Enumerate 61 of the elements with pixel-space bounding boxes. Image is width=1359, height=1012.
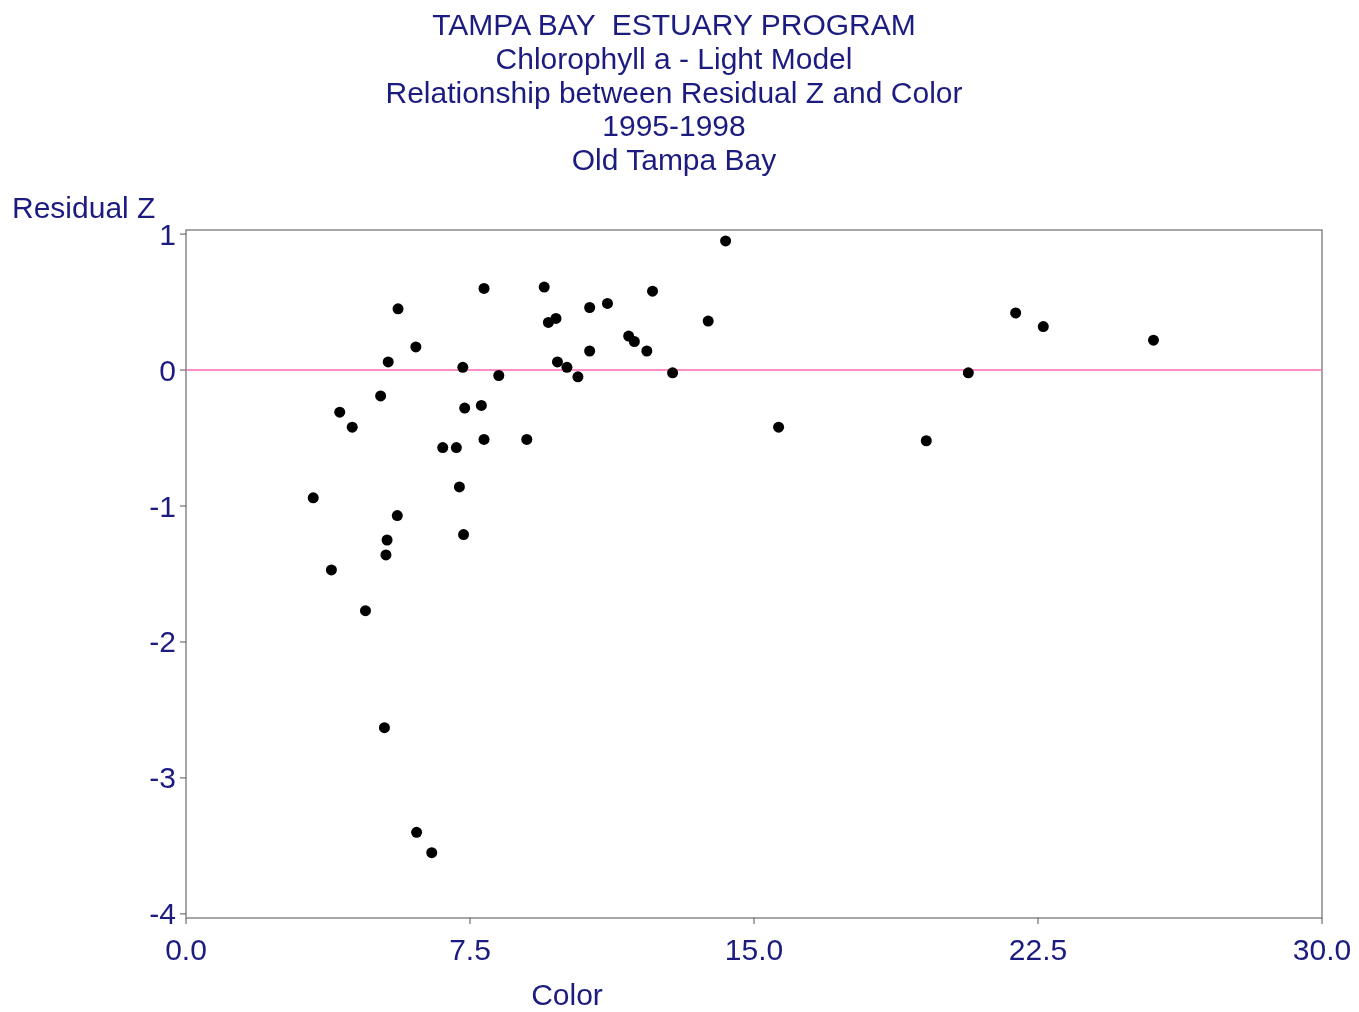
point (334, 406, 346, 418)
point (647, 285, 659, 297)
point (493, 370, 505, 381)
point (453, 481, 465, 493)
x-tick-label: 15.0 (724, 933, 784, 966)
x-tick-label: 7.5 (449, 933, 491, 966)
point (450, 442, 462, 454)
point (346, 421, 358, 433)
point (521, 433, 533, 445)
point (459, 402, 471, 414)
point (920, 435, 932, 447)
point (478, 282, 490, 294)
point (572, 371, 584, 383)
point (359, 605, 371, 617)
point (382, 356, 394, 368)
point (702, 315, 714, 327)
x-tick-label: 0.0 (165, 933, 207, 966)
point (475, 399, 487, 411)
point (1147, 334, 1159, 346)
point (561, 361, 573, 373)
x-tick-label: 22.5 (1008, 933, 1068, 966)
point (601, 297, 613, 309)
point (392, 303, 404, 315)
point (1010, 307, 1022, 319)
point (437, 442, 449, 454)
y-tick-label: -2 (149, 625, 176, 659)
point (307, 492, 319, 504)
point (551, 356, 563, 368)
point (584, 345, 596, 357)
x-axis-title: Color (531, 978, 603, 1011)
point (584, 302, 596, 313)
point (773, 421, 785, 433)
point (641, 345, 653, 357)
point (667, 367, 679, 379)
y-tick-label: 1 (159, 217, 176, 251)
y-tick-label: -4 (149, 897, 176, 931)
chart-title: TAMPA BAY ESTUARY PROGRAM (432, 8, 916, 41)
point (478, 433, 490, 445)
point (378, 722, 390, 734)
chart-subtitle: Chlorophyll a - Light Model Relationship between Residual Z and Color 1995-1998 Old Tampa Bay (385, 42, 963, 176)
y-tick-label: -3 (149, 761, 176, 795)
y-tick-label: 0 (159, 353, 176, 387)
point (550, 312, 562, 324)
x-tick-label: 30.0 (1292, 933, 1352, 966)
point (381, 534, 393, 546)
point (391, 510, 403, 522)
point (410, 341, 422, 353)
point (962, 367, 974, 379)
point (457, 361, 469, 373)
y-tick-label: -1 (149, 489, 176, 523)
point (426, 847, 438, 859)
point (325, 564, 337, 576)
point (538, 281, 550, 293)
point (628, 336, 640, 347)
point (458, 529, 470, 541)
point (380, 549, 392, 561)
point (720, 235, 732, 247)
y-axis-title: Residual Z (12, 191, 156, 224)
point (411, 826, 423, 838)
point (375, 390, 387, 402)
point (1037, 321, 1049, 333)
